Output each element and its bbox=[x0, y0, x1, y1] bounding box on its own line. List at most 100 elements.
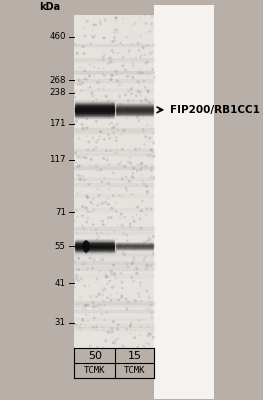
Point bbox=[107, 113, 111, 120]
Point bbox=[134, 92, 138, 99]
Point bbox=[120, 285, 124, 291]
Point bbox=[75, 113, 79, 120]
Text: 268: 268 bbox=[49, 76, 66, 85]
Point bbox=[123, 214, 127, 220]
Text: 50: 50 bbox=[88, 350, 102, 360]
Point bbox=[73, 277, 77, 284]
Point bbox=[84, 312, 88, 318]
Point bbox=[75, 273, 79, 280]
Point bbox=[148, 299, 152, 305]
Point bbox=[126, 158, 130, 165]
Point bbox=[105, 158, 109, 164]
Point bbox=[85, 195, 89, 201]
Point bbox=[90, 265, 94, 272]
Point bbox=[103, 317, 107, 323]
Point bbox=[85, 18, 89, 24]
Text: FIP200/RB1CC1: FIP200/RB1CC1 bbox=[170, 105, 260, 115]
Point bbox=[103, 18, 107, 24]
Point bbox=[131, 260, 135, 266]
Point bbox=[102, 66, 106, 72]
Point bbox=[115, 78, 120, 84]
Point bbox=[136, 88, 140, 94]
Point bbox=[140, 198, 144, 204]
Point bbox=[147, 291, 151, 298]
Point bbox=[108, 330, 113, 336]
Point bbox=[104, 93, 108, 100]
Point bbox=[114, 249, 118, 255]
Point bbox=[136, 40, 140, 46]
Point bbox=[93, 32, 97, 39]
Point bbox=[134, 298, 138, 304]
Point bbox=[101, 200, 105, 206]
Point bbox=[92, 64, 96, 70]
Point bbox=[121, 54, 125, 60]
Point bbox=[144, 163, 148, 169]
Point bbox=[101, 71, 105, 77]
Point bbox=[89, 227, 94, 233]
Point bbox=[139, 98, 144, 104]
Point bbox=[89, 293, 93, 300]
Point bbox=[100, 179, 104, 185]
Point bbox=[123, 66, 128, 73]
Point bbox=[148, 135, 152, 142]
Point bbox=[80, 173, 84, 180]
Point bbox=[83, 302, 88, 309]
Point bbox=[93, 22, 97, 28]
Point bbox=[149, 147, 153, 153]
Point bbox=[146, 332, 150, 339]
Point bbox=[84, 154, 88, 161]
Point bbox=[100, 311, 104, 318]
Point bbox=[90, 201, 94, 207]
Point bbox=[112, 228, 117, 235]
Point bbox=[141, 128, 146, 134]
Point bbox=[114, 275, 118, 282]
Point bbox=[119, 292, 124, 299]
Point bbox=[150, 164, 154, 171]
Point bbox=[78, 176, 82, 183]
Point bbox=[102, 35, 106, 41]
Point bbox=[129, 90, 134, 97]
Point bbox=[96, 86, 100, 92]
Point bbox=[139, 66, 143, 72]
Point bbox=[97, 79, 102, 85]
Point bbox=[74, 150, 78, 156]
Point bbox=[102, 34, 106, 41]
Point bbox=[148, 245, 152, 252]
Point bbox=[99, 200, 103, 207]
Point bbox=[124, 296, 128, 302]
Point bbox=[115, 236, 119, 242]
Point bbox=[102, 82, 107, 89]
Point bbox=[90, 27, 94, 34]
Point bbox=[131, 98, 135, 104]
Point bbox=[126, 264, 130, 270]
Point bbox=[78, 81, 83, 88]
Point bbox=[130, 260, 134, 267]
Circle shape bbox=[83, 241, 89, 252]
Point bbox=[125, 106, 130, 112]
Point bbox=[130, 74, 135, 80]
Point bbox=[77, 266, 81, 273]
Point bbox=[73, 80, 77, 86]
Point bbox=[80, 213, 84, 219]
Point bbox=[73, 89, 78, 96]
Point bbox=[75, 214, 80, 220]
Point bbox=[89, 163, 93, 170]
Point bbox=[79, 154, 83, 161]
Point bbox=[134, 212, 139, 218]
Point bbox=[76, 81, 80, 88]
Point bbox=[118, 82, 122, 88]
Point bbox=[113, 26, 118, 33]
Point bbox=[77, 255, 81, 262]
Point bbox=[107, 60, 111, 66]
Point bbox=[109, 292, 113, 298]
Point bbox=[112, 340, 117, 346]
Point bbox=[105, 294, 110, 301]
Point bbox=[149, 21, 154, 27]
Point bbox=[117, 93, 122, 100]
Point bbox=[135, 266, 139, 272]
Point bbox=[120, 146, 125, 152]
Point bbox=[76, 172, 80, 178]
Point bbox=[143, 84, 148, 91]
Point bbox=[74, 207, 79, 214]
Point bbox=[124, 92, 128, 98]
